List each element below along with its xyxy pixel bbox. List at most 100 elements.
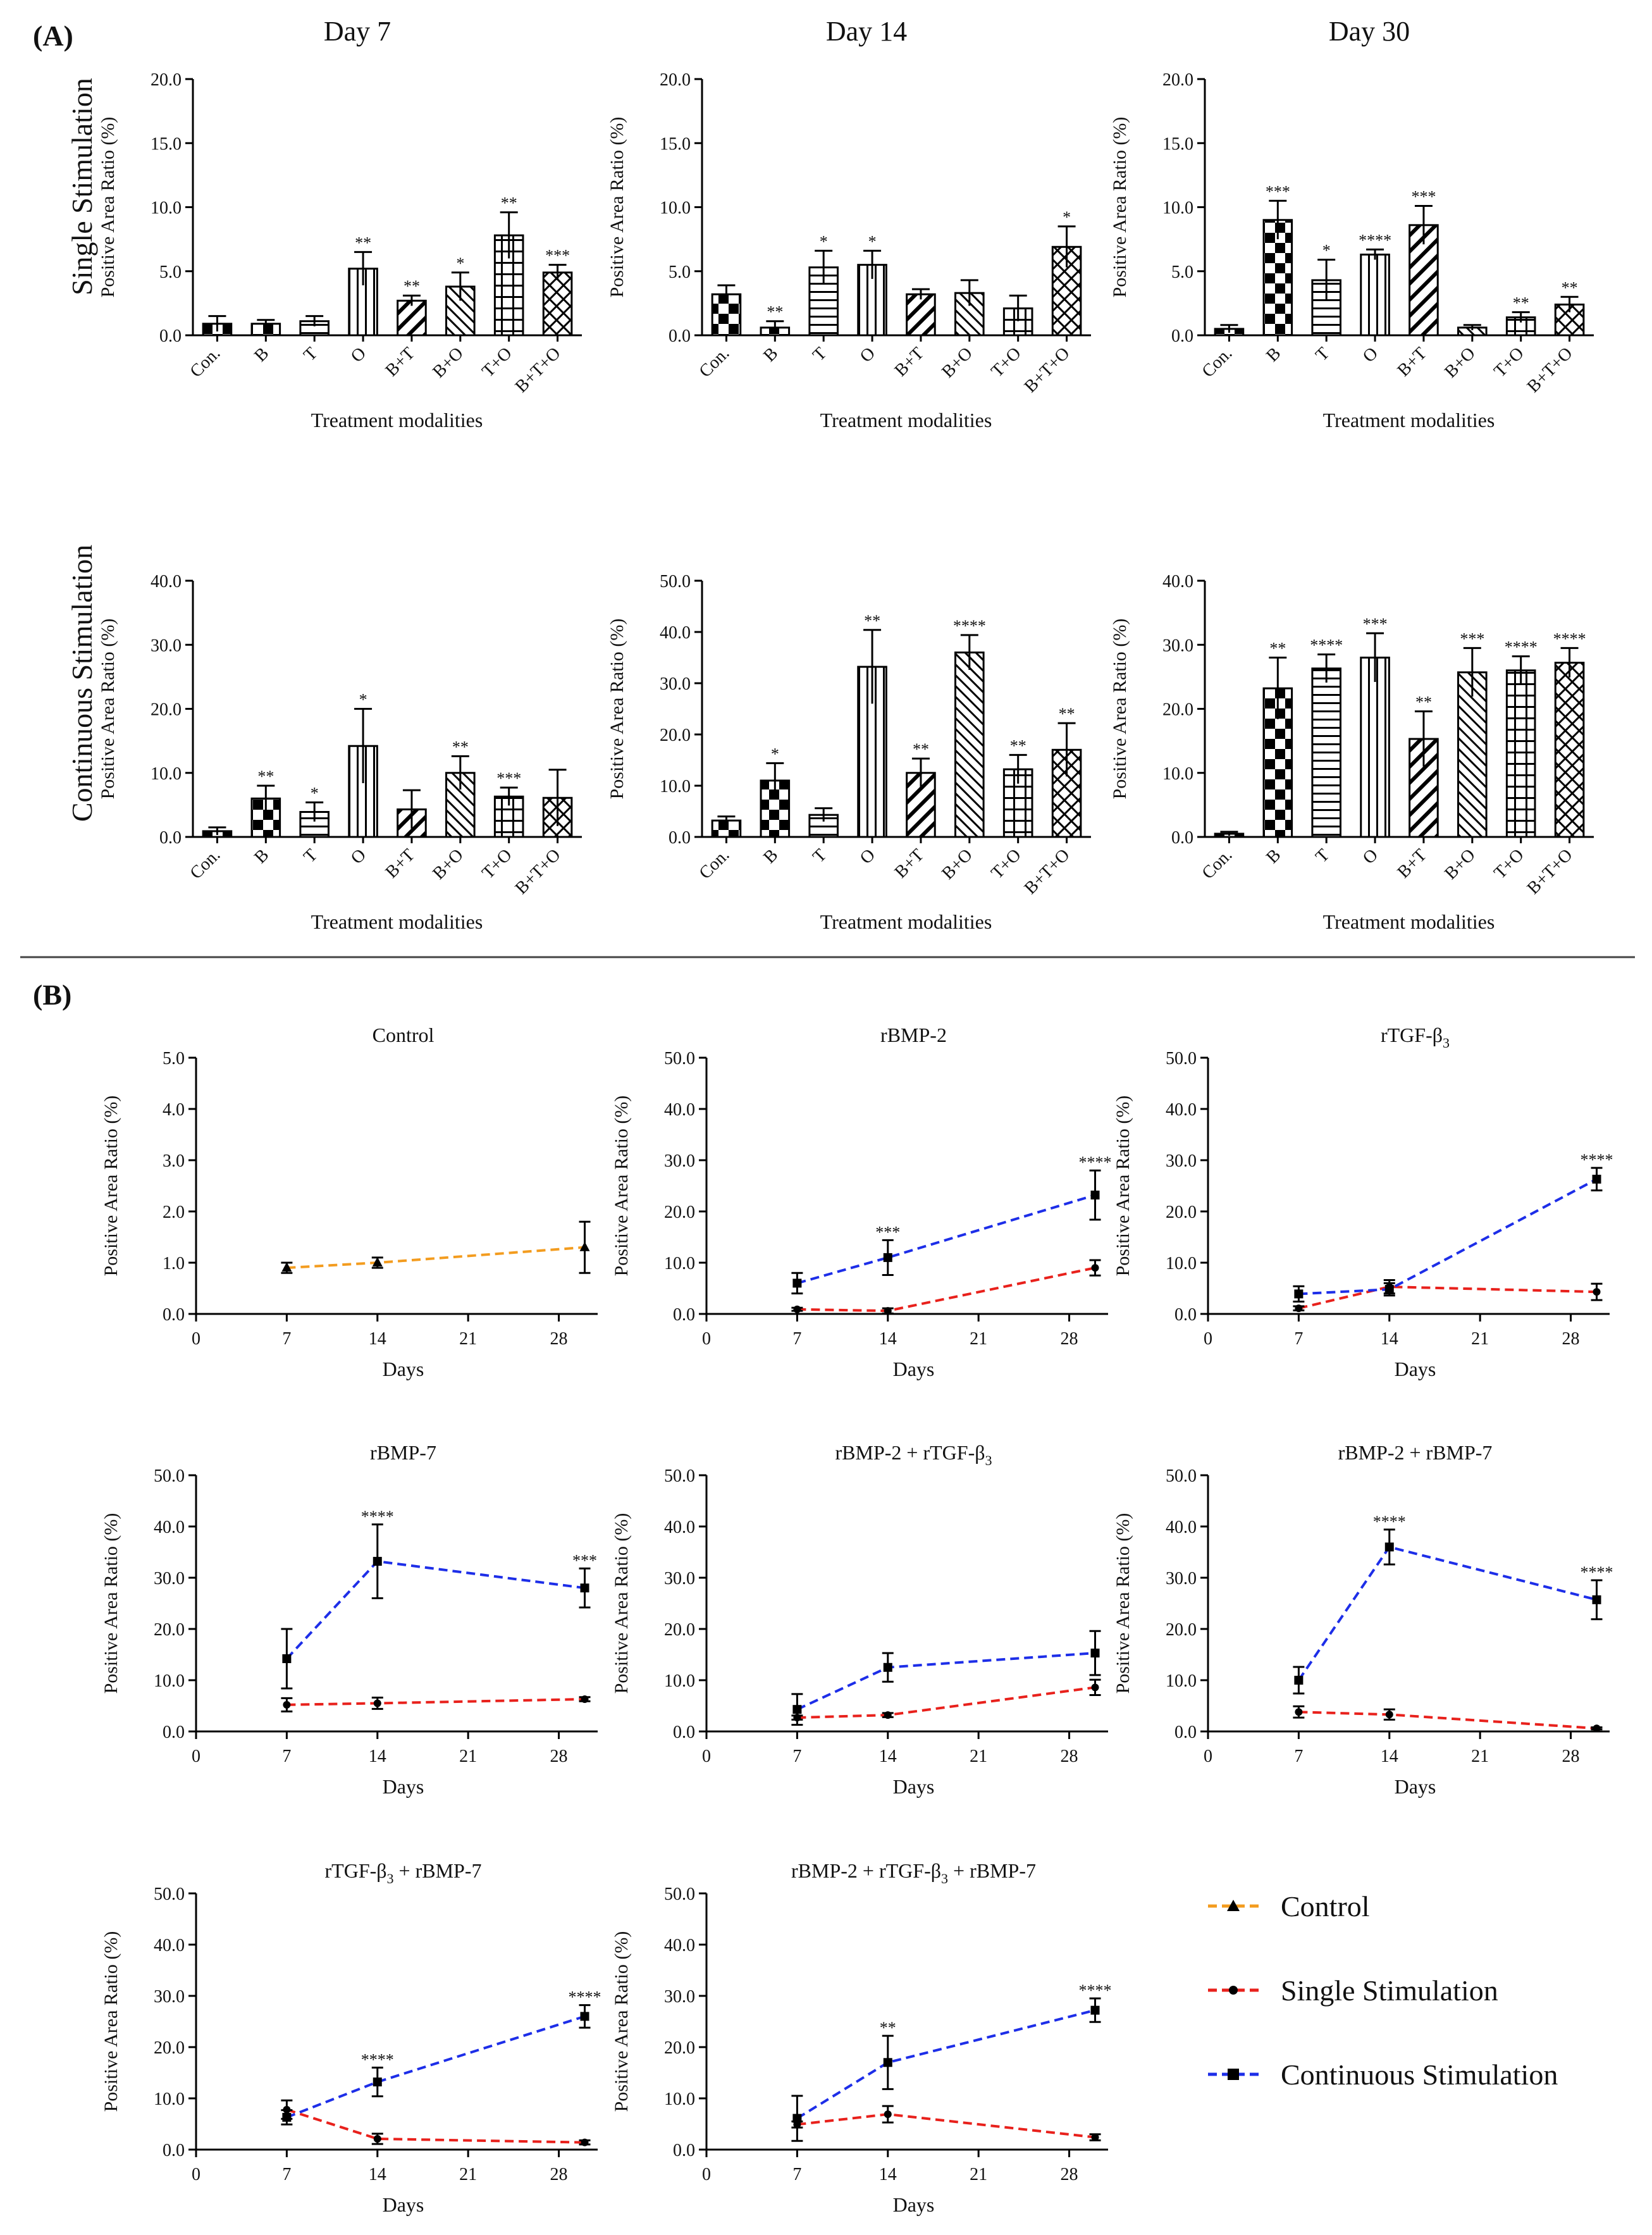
chart-title: rTGF-β3 + rBMP-7 [325,1859,482,1886]
y-axis-label: Positive Area Ratio (%) [1109,619,1130,800]
category-label: B+O [1441,845,1479,884]
significance-label: ** [1269,640,1286,658]
significance-label: ** [1059,705,1075,723]
y-tick-label: 40.0 [660,623,691,643]
y-tick-label: 40.0 [154,1518,185,1537]
y-tick-label: 10.0 [664,1671,695,1691]
y-tick-label: 40.0 [1162,572,1193,591]
x-tick-label: 14 [879,2165,897,2184]
category-label: B [1262,344,1285,366]
series-line-single-stimulation [797,1686,1095,1719]
bar [1360,657,1390,838]
category-label: B+T+O [1524,344,1577,397]
data-point [1090,2005,1100,2015]
significance-label: ** [452,738,469,756]
series-line-continuous-stimulation [796,2009,1096,2120]
data-point [1294,1676,1304,1685]
series-line-continuous-stimulation [796,1194,1096,1285]
category-label: B [1262,845,1285,867]
bar [954,651,985,838]
y-tick-label: 20.0 [1166,1203,1197,1222]
column-title-day30: Day 30 [1329,16,1410,47]
y-tick-label: 20.0 [1162,700,1193,720]
x-axis-label: Days [893,2193,935,2216]
y-tick-label: 40.0 [664,1936,695,1955]
significance-label: *** [875,1223,900,1241]
bar [1554,662,1585,838]
legend-label-control: Control [1281,1890,1370,1922]
y-tick-label: 20.0 [664,2038,695,2058]
series-line-single-stimulation [286,2108,585,2144]
series-line-single-stimulation [1298,1285,1597,1310]
x-tick-label: 0 [192,1747,200,1766]
y-tick-label: 30.0 [660,674,691,694]
category-label: O [347,344,370,366]
data-point [1593,1724,1601,1733]
y-axis-label: Positive Area Ratio (%) [97,619,118,800]
y-tick-label: 50.0 [154,1885,185,1904]
bar [1311,667,1341,838]
significance-label: **** [1359,231,1391,249]
y-tick-label: 40.0 [664,1518,695,1537]
chart-title-main: rTGF-β [1381,1024,1443,1046]
x-axis-label: Treatment modalities [1323,910,1495,933]
series-line-single-stimulation [1298,1711,1597,1730]
legend: Control Single Stimulation Continuous St… [1208,1890,1558,2091]
significance-label: *** [1363,615,1388,633]
series-line-single-stimulation [797,1266,1095,1313]
data-point [373,1557,382,1566]
y-tick-label: 5.0 [159,263,182,282]
category-label: Con. [187,845,225,883]
category-label: T+O [478,344,515,381]
data-point [282,1654,292,1663]
data-point [792,1278,802,1288]
chart-title-main: rBMP-7 [370,1441,436,1464]
y-tick-label: 20.0 [660,70,691,90]
x-tick-label: 28 [1061,2165,1078,2184]
x-tick-label: 7 [1294,1329,1303,1349]
category-label: B [760,845,782,867]
x-tick-label: 0 [192,1329,200,1349]
data-point [884,1307,892,1315]
y-tick-label: 20.0 [154,2038,185,2058]
chart-line-rtgf: 0.0 10.0 20.0 30.0 40.0 50.0 Positive Area Rat… [1113,1024,1613,1380]
y-axis-label: Positive Area Ratio (%) [97,117,118,298]
category-label: B+O [429,845,467,884]
data-point [792,2114,802,2123]
data-point [372,1257,383,1266]
column-title-day7: Day 7 [324,16,391,47]
column-title-day14: Day 14 [826,16,907,47]
y-tick-label: 30.0 [154,1569,185,1588]
chart-title-suffix: + rBMP-7 [394,1859,482,1882]
y-tick-label: 0.0 [669,326,691,346]
y-tick-label: 4.0 [163,1100,185,1120]
data-point [581,2138,589,2146]
x-axis-label: Days [383,1358,424,1380]
category-label: B+T+O [1524,845,1577,898]
significance-label: **** [361,2050,394,2069]
y-tick-label: 15.0 [1162,134,1193,154]
significance-label: *** [572,1551,597,1569]
y-axis-label: Positive Area Ratio (%) [1109,117,1130,298]
y-axis-label: Positive Area Ratio (%) [611,1096,632,1277]
data-point [282,2112,292,2122]
data-point [373,2134,381,2143]
category-label: T+O [478,845,515,882]
category-label: O [856,344,879,366]
data-point [580,2012,589,2021]
y-tick-label: 10.0 [664,1254,695,1273]
series-line-continuous-stimulation [1297,1545,1598,1681]
category-label: T [809,845,830,867]
y-tick-label: 30.0 [1166,1151,1197,1171]
chart-line-rbmp7: 0.0 10.0 20.0 30.0 40.0 50.0 Positive Area Rat… [101,1441,598,1798]
y-tick-label: 10.0 [660,777,691,796]
category-label: B+T [891,845,927,882]
chart-single-day7: 0.0 5.0 10.0 15.0 20.0 Positive Area Ratio (%… [97,70,582,431]
chart-title: rBMP-2 [880,1024,947,1046]
x-tick-label: 14 [369,1329,386,1349]
y-tick-label: 30.0 [151,636,182,655]
legend-item-control: Control [1208,1890,1370,1922]
y-tick-label: 40.0 [1166,1518,1197,1537]
data-point [581,1695,589,1703]
significance-label: *** [496,769,521,788]
